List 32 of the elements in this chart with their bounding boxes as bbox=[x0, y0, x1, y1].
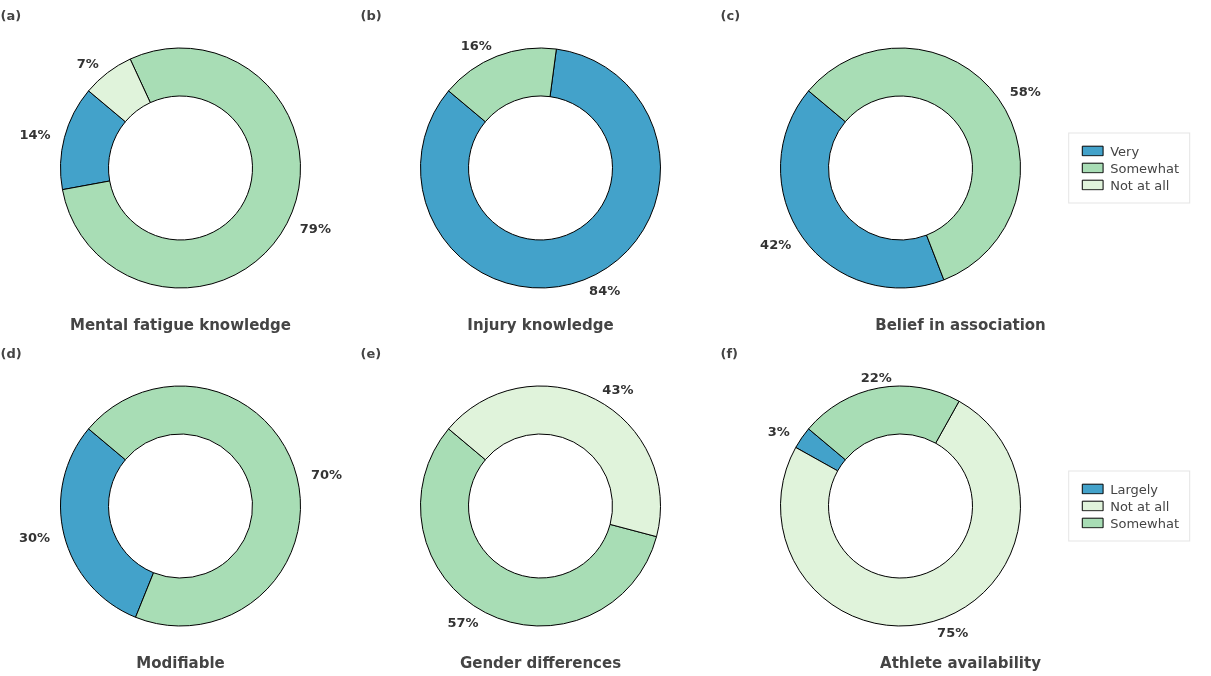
data-label: 42% bbox=[760, 236, 792, 252]
chart-title: (a) bbox=[0, 7, 22, 23]
chart-title: (b) bbox=[360, 7, 382, 23]
data-label: 57% bbox=[447, 614, 479, 630]
data-label: 58% bbox=[1009, 84, 1041, 100]
data-label: 75% bbox=[937, 624, 969, 640]
legend-label: Very bbox=[1110, 143, 1140, 158]
chart-title: (c) bbox=[720, 7, 741, 23]
chart-title: (d) bbox=[0, 345, 22, 361]
text: Mental fatigue knowledge bbox=[70, 315, 292, 334]
data-label: 70% bbox=[310, 466, 343, 482]
data-label: 7% bbox=[76, 56, 99, 72]
data-label: 43% bbox=[602, 382, 634, 398]
legend-label: Largely bbox=[1110, 481, 1159, 496]
data-label: 3% bbox=[767, 424, 790, 440]
chart-title: (e) bbox=[360, 345, 382, 361]
text: Gender differences bbox=[459, 653, 622, 672]
data-label: 14% bbox=[19, 127, 51, 142]
legend-label: Somewhat bbox=[1110, 160, 1179, 175]
text: Injury knowledge bbox=[467, 315, 614, 334]
legend-label: Somewhat bbox=[1110, 515, 1179, 530]
text: Athlete availability bbox=[880, 653, 1042, 672]
text: Modifiable bbox=[136, 653, 225, 672]
legend-label: Not at all bbox=[1110, 498, 1170, 513]
legend-label: Not at all bbox=[1110, 177, 1170, 192]
data-label: 16% bbox=[460, 38, 492, 54]
data-label: 30% bbox=[18, 530, 51, 546]
data-label: 84% bbox=[589, 282, 621, 298]
data-label: 22% bbox=[860, 369, 892, 385]
text: Belief in association bbox=[875, 315, 1046, 334]
chart-title: (f) bbox=[720, 345, 739, 361]
data-label: 79% bbox=[299, 220, 331, 236]
